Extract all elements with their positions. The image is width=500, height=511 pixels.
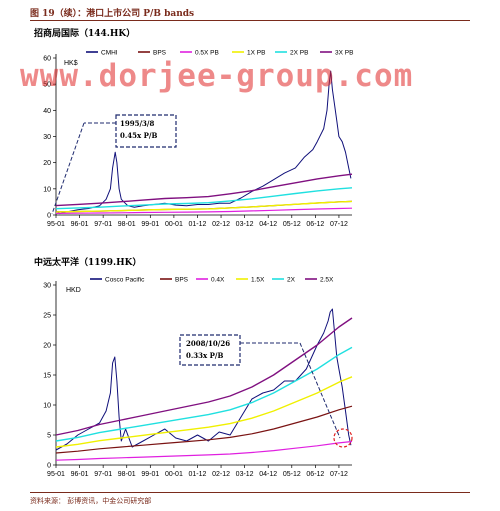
legend-label: 0.4X [211,277,225,284]
series-line-1x-pb [55,200,353,213]
panel-1-title: 招商局国际（144.HK） [34,29,136,39]
y-tick-label: 40 [43,108,51,115]
legend-label: 2.5X [320,277,334,284]
chart-panel-1: 0 10 20 30 40 50 60 HK$ 95-01 96-01 97-01 98-01 99-0… [43,50,353,229]
highlight-circle [333,428,353,448]
legend-label: BPS [175,277,189,284]
series-line-3x-pb [55,173,353,207]
x-tick-label: 97-01 [94,471,112,478]
x-tick-label: 05-12 [283,471,301,478]
x-tick-label: 06-12 [306,471,324,478]
figure-title: 图 19（续）：港口上市公司 P/B bands [30,9,195,19]
annotation-text: 0.33x P/B [186,351,223,360]
x-tick-label: 04-12 [259,221,277,228]
x-tick-label: 02-12 [212,471,230,478]
x-tick-label: 03-12 [236,221,254,228]
y-tick-label: 20 [43,160,51,167]
annotation-text: 2008/10/26 [186,339,230,348]
legend-label: 1X PB [247,50,265,57]
y-tick-label: 25 [43,313,51,320]
x-tick-label: 00-01 [165,221,183,228]
y-tick-label: 20 [43,343,51,350]
annotation-text: 1995/3/8 [120,119,154,128]
y-tick-label: 5 [47,433,51,440]
watermark: www.dorjee-group.com [20,58,414,94]
annotation-box [179,334,241,366]
y-axis-label: HK$ [64,60,78,67]
series-line-cmhi [55,70,352,215]
x-tick-label: 05-12 [283,221,301,228]
series-line-2x-pb [55,187,353,210]
x-tick-label: 99-01 [141,221,159,228]
annotation-text: 0.45x P/B [120,131,157,140]
x-tick-label: 97-01 [94,221,112,228]
chart-panel-2: 0 5 10 15 20 25 30 HKD 95-01 96-01 97-01 98-01 99-01… [43,277,353,478]
y-tick-label: 0 [47,213,51,220]
legend-label: 2X [287,277,296,284]
legend-label: 2X PB [290,50,308,57]
legend-label: 0.5X PB [195,50,219,57]
x-tick-label: 96-01 [71,471,89,478]
title-rule [30,20,470,21]
series-line-2-5x [55,317,353,436]
x-tick-label: 01-12 [189,221,207,228]
x-tick-label: 07-12 [330,471,348,478]
x-tick-label: 98-01 [118,471,136,478]
source-rule [30,492,470,493]
legend-label: 3X PB [335,50,353,57]
y-tick-label: 30 [43,134,51,141]
x-tick-label: 07-12 [330,221,348,228]
x-tick-label: 99-01 [141,471,159,478]
x-tick-label: 01-12 [189,471,207,478]
y-tick-label: 15 [43,373,51,380]
y-tick-label: 0 [47,463,51,470]
y-tick-label: 30 [43,283,51,290]
x-tick-label: 96-01 [71,221,89,228]
legend-label: CMHI [101,50,118,57]
x-tick-label: 02-12 [212,221,230,228]
series-line-2x [55,346,353,442]
y-tick-label: 10 [43,186,51,193]
annotation-leader [299,342,341,439]
y-tick-label: 50 [43,82,51,89]
y-tick-label: 10 [43,403,51,410]
series-line-cosco-pacific [55,308,352,451]
x-tick-label: 03-12 [236,471,254,478]
legend-label: Cosco Pacific [105,277,145,284]
legend-label: BPS [153,50,167,57]
source-note: 资料来源： 彭博资讯，中金公司研究部 [30,497,152,505]
x-tick-label: 98-01 [118,221,136,228]
series-line-0-5x-pb [55,207,353,214]
y-axis-label: HKD [66,287,81,294]
x-tick-label: 04-12 [259,471,277,478]
panel-2-title: 中远太平洋（1199.HK） [34,258,142,268]
x-tick-label: 95-01 [47,471,65,478]
series-line-bps [55,405,353,454]
x-tick-label: 00-01 [165,471,183,478]
legend-label: 1.5X [251,277,265,284]
annotation-leader [51,122,85,215]
x-tick-label: 06-12 [306,221,324,228]
y-tick-label: 60 [43,56,51,63]
annotation-box [115,114,177,148]
series-line-0-4x [55,440,353,461]
x-tick-label: 95-01 [47,221,65,228]
series-line-1-5x [55,376,353,448]
